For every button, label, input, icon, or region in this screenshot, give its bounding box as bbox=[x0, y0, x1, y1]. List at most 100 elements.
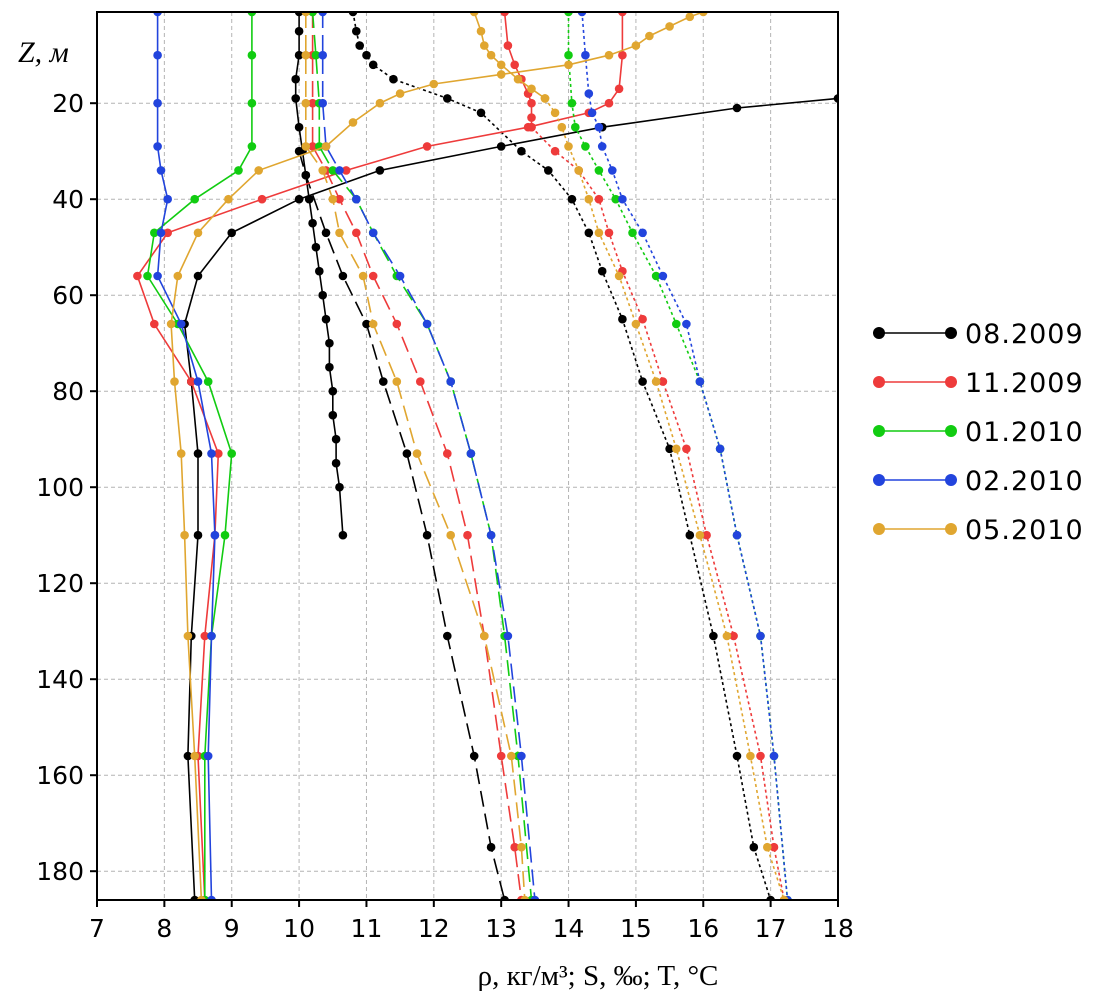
data-point bbox=[368, 271, 378, 281]
grid-lines bbox=[96, 12, 839, 900]
series-line bbox=[473, 12, 546, 100]
x-tick-label: 7 bbox=[89, 914, 105, 943]
data-point bbox=[658, 271, 668, 281]
data-point bbox=[362, 50, 371, 60]
x-tick-label: 11 bbox=[351, 914, 383, 943]
plot-frame bbox=[96, 11, 839, 901]
data-point bbox=[301, 12, 311, 17]
series-line bbox=[581, 12, 789, 900]
data-point bbox=[597, 266, 607, 276]
data-point bbox=[176, 319, 186, 329]
data-point bbox=[392, 377, 402, 386]
data-point bbox=[527, 113, 536, 122]
data-point bbox=[584, 228, 594, 238]
data-point bbox=[517, 751, 526, 761]
data-point bbox=[571, 122, 580, 132]
data-point bbox=[480, 41, 489, 50]
data-point bbox=[193, 271, 203, 281]
series-line bbox=[567, 12, 789, 900]
data-point bbox=[594, 166, 604, 175]
data-point bbox=[618, 12, 627, 17]
data-point bbox=[604, 50, 614, 60]
data-point bbox=[564, 60, 573, 70]
data-point bbox=[618, 50, 627, 60]
series-line bbox=[544, 97, 785, 900]
data-point bbox=[348, 12, 358, 17]
y-tick-label: 160 bbox=[36, 761, 84, 790]
series-02.2010-T bbox=[153, 12, 220, 900]
data-point bbox=[193, 377, 203, 386]
series-11.2009-T bbox=[133, 12, 627, 900]
legend-item: 05.2010 bbox=[873, 515, 1083, 546]
data-point bbox=[190, 751, 199, 761]
y-tick-label: 140 bbox=[36, 665, 84, 694]
data-point bbox=[291, 94, 301, 103]
data-point bbox=[544, 166, 553, 175]
data-point bbox=[321, 314, 331, 324]
data-point bbox=[507, 751, 516, 761]
data-point bbox=[446, 377, 456, 386]
data-point bbox=[581, 50, 590, 60]
data-point bbox=[318, 290, 328, 300]
data-point bbox=[594, 194, 604, 204]
data-point bbox=[496, 70, 506, 79]
data-point bbox=[321, 228, 331, 238]
data-point bbox=[604, 98, 614, 108]
data-point bbox=[638, 228, 647, 238]
series-05.2010-S bbox=[540, 94, 789, 900]
data-point bbox=[362, 319, 371, 329]
data-point bbox=[584, 89, 594, 98]
data-point bbox=[466, 449, 476, 458]
data-point bbox=[311, 50, 321, 60]
data-point bbox=[375, 98, 385, 108]
data-point bbox=[328, 410, 338, 420]
data-point bbox=[550, 108, 560, 118]
data-point bbox=[682, 319, 691, 329]
data-point bbox=[486, 842, 496, 852]
data-point bbox=[294, 194, 304, 204]
series-line bbox=[304, 12, 526, 900]
data-point bbox=[197, 895, 206, 900]
data-point bbox=[190, 194, 199, 204]
data-point bbox=[355, 41, 365, 50]
y-tick-label: 20 bbox=[52, 89, 84, 118]
y-tick-label: 80 bbox=[52, 377, 84, 406]
legend-label: 02.2010 bbox=[965, 466, 1084, 497]
legend-marker bbox=[873, 327, 885, 339]
series-02.2010-S bbox=[577, 12, 792, 900]
legend-marker bbox=[945, 474, 957, 486]
x-tick-label: 17 bbox=[755, 914, 787, 943]
legend-marker bbox=[873, 376, 885, 388]
y-axis-label: Z, м bbox=[18, 36, 69, 69]
data-point bbox=[500, 12, 509, 17]
data-point bbox=[584, 194, 594, 204]
data-point bbox=[308, 98, 317, 108]
data-point bbox=[695, 377, 705, 386]
data-point bbox=[527, 84, 536, 94]
data-point bbox=[153, 142, 162, 151]
data-point bbox=[308, 12, 317, 17]
legend-item: 08.2009 bbox=[873, 319, 1083, 350]
series-02.2010-ρ bbox=[318, 12, 540, 900]
series-08.2009-T bbox=[180, 94, 838, 900]
data-point bbox=[150, 228, 159, 238]
data-point bbox=[709, 631, 718, 641]
data-point bbox=[608, 166, 617, 175]
data-point bbox=[170, 377, 179, 386]
data-point bbox=[574, 166, 583, 175]
x-tick-label: 16 bbox=[687, 914, 719, 943]
data-point bbox=[214, 449, 223, 458]
data-point bbox=[550, 146, 560, 156]
data-point bbox=[702, 530, 711, 540]
data-point bbox=[769, 842, 779, 852]
data-point bbox=[325, 338, 334, 348]
y-tick-label: 180 bbox=[36, 857, 84, 886]
data-point bbox=[301, 50, 311, 60]
data-point bbox=[510, 842, 519, 852]
data-point bbox=[756, 751, 765, 761]
data-point bbox=[665, 444, 674, 454]
data-point bbox=[368, 319, 378, 329]
x-tick-label: 8 bbox=[156, 914, 172, 943]
data-point bbox=[422, 530, 432, 540]
data-point bbox=[210, 530, 220, 540]
